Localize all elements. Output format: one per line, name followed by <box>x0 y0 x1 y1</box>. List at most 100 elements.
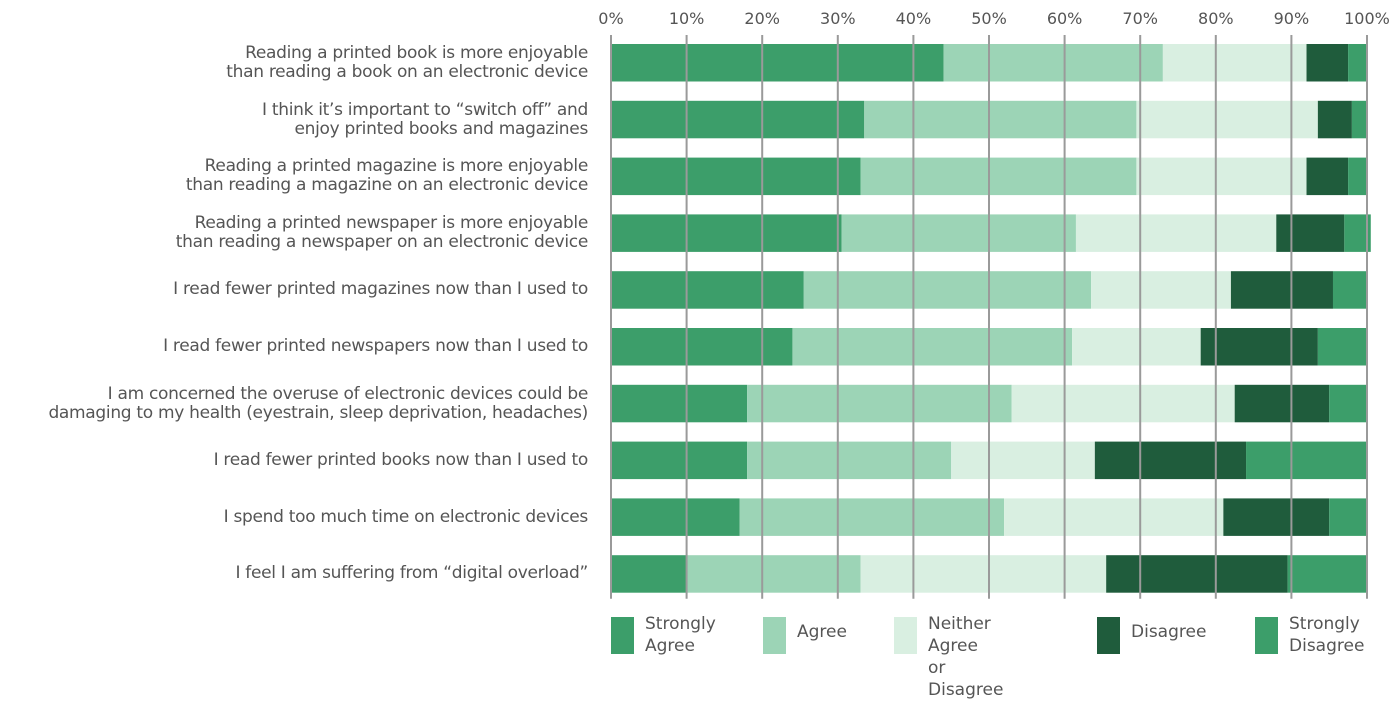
bar-segment-r7-s2 <box>951 441 1095 480</box>
x-tick-label: 0% <box>598 9 624 28</box>
legend-label-line: Agree <box>645 636 695 656</box>
bar-segment-r6-s4 <box>1329 384 1367 423</box>
legend-label: Strongly Disagree <box>1289 613 1364 657</box>
bar-segment-r2-s0 <box>611 157 861 196</box>
grid-layer <box>610 35 1368 599</box>
x-tick-label: 70% <box>1122 9 1158 28</box>
category-label: Reading a printed newspaper is more enjo… <box>0 213 589 253</box>
bars-layer <box>611 44 1371 593</box>
category-label: I read fewer printed books now than I us… <box>0 449 589 470</box>
bar-segment-r7-s0 <box>611 441 748 480</box>
bar-segment-r0-s3 <box>1306 44 1349 82</box>
bar-segment-r2-s4 <box>1348 157 1367 196</box>
legend-label: Neither Agree or Disagree <box>928 613 1003 701</box>
category-label: I feel I am suffering from “digital over… <box>0 564 588 583</box>
category-label-line: I read fewer printed magazines now than … <box>173 279 588 300</box>
x-tick-label: 20% <box>744 9 780 28</box>
bar-segment-r2-s1 <box>860 157 1137 196</box>
bar-segment-r4-s3 <box>1230 271 1333 309</box>
x-tick-label: 40% <box>895 9 932 28</box>
category-label-line: I read fewer printed newspapers now than… <box>163 336 588 357</box>
bar-segment-r2-s3 <box>1306 157 1349 196</box>
bar-segment-r0-s0 <box>611 44 944 82</box>
bar-segment-r5-s3 <box>1200 328 1318 366</box>
category-label: I read fewer printed magazines now than … <box>0 280 588 299</box>
bar-segment-r3-s0 <box>611 214 842 252</box>
bar-segment-r0-s1 <box>943 44 1163 82</box>
legend-swatch <box>1255 617 1278 654</box>
legend-swatch <box>763 617 786 654</box>
bar-segment-r9-s4 <box>1287 555 1367 593</box>
x-tick-label: 50% <box>971 9 1007 28</box>
x-tick-label: 60% <box>1046 9 1083 28</box>
legend-swatch <box>894 617 917 654</box>
category-label-line: Reading a printed magazine is more enjoy… <box>204 156 589 177</box>
legend-label-line: or Disagree <box>928 658 1004 700</box>
bar-segment-r3-s3 <box>1276 214 1345 252</box>
bar-segment-r7-s4 <box>1246 441 1367 480</box>
bar-segment-r8-s0 <box>611 498 740 536</box>
category-label-line: damaging to my health (eyestrain, sleep … <box>48 402 588 423</box>
bar-segment-r5-s4 <box>1317 328 1367 366</box>
category-label-line: than reading a book on an electronic dev… <box>226 61 588 82</box>
bar-segment-r9-s2 <box>860 555 1107 593</box>
bar-segment-r4-s4 <box>1332 271 1367 309</box>
bar-segment-r0-s2 <box>1162 44 1307 82</box>
category-label: I am concerned the overuse of electronic… <box>0 383 589 423</box>
category-label-line: than reading a newspaper on an electroni… <box>175 232 589 253</box>
bar-segment-r5-s2 <box>1072 328 1201 366</box>
x-tick-label: 90% <box>1273 9 1310 28</box>
bar-segment-r5-s1 <box>792 328 1073 366</box>
category-label-line: I think it’s important to “switch off” a… <box>262 99 588 120</box>
bar-segment-r9-s1 <box>686 555 861 593</box>
bar-segment-r2-s2 <box>1136 157 1307 196</box>
category-label-line: than reading a magazine on an electronic… <box>185 175 588 196</box>
category-label-line: enjoy printed books and magazines <box>294 118 588 139</box>
bar-segment-r0-s4 <box>1348 44 1367 82</box>
bar-segment-r6-s1 <box>747 384 1012 423</box>
bar-segment-r1-s1 <box>864 100 1137 139</box>
bar-segment-r1-s4 <box>1351 100 1367 139</box>
legend-label-line: Strongly <box>645 614 716 634</box>
bar-segment-r1-s3 <box>1317 100 1352 139</box>
bar-segment-r6-s2 <box>1011 384 1235 423</box>
legend-label: Strongly Agree <box>645 613 716 657</box>
stacked-bar-chart <box>610 35 1371 599</box>
bar-segment-r7-s3 <box>1094 441 1247 480</box>
category-label-line: I read fewer printed books now than I us… <box>213 449 589 470</box>
x-tick-label: 100% <box>1344 9 1390 28</box>
bar-segment-r4-s2 <box>1091 271 1231 309</box>
bar-segment-r9-s0 <box>611 555 687 593</box>
category-label-line: I feel I am suffering from “digital over… <box>235 563 588 584</box>
category-label: Reading a printed magazine is more enjoy… <box>0 157 588 195</box>
category-label: I think it’s important to “switch off” a… <box>0 99 588 139</box>
legend-label-line: Disagree <box>1289 636 1365 656</box>
bar-segment-r6-s3 <box>1234 384 1330 423</box>
category-label-line: I spend too much time on electronic devi… <box>223 506 589 527</box>
bar-segment-r4-s0 <box>611 271 804 309</box>
legend-label-line: Agree <box>797 622 847 642</box>
bar-segment-r8-s2 <box>1004 498 1224 536</box>
legend-label: Agree <box>797 621 847 643</box>
legend-swatch <box>1097 617 1120 654</box>
bar-segment-r9-s3 <box>1106 555 1288 593</box>
category-label-line: I am concerned the overuse of electronic… <box>107 383 589 404</box>
bar-segment-r3-s1 <box>841 214 1076 252</box>
category-label-line: Reading a printed newspaper is more enjo… <box>194 213 589 234</box>
legend-swatch <box>611 617 634 654</box>
bar-segment-r5-s0 <box>611 328 793 366</box>
bar-segment-r8-s1 <box>739 498 1005 536</box>
category-label: Reading a printed book is more enjoyable… <box>0 42 588 82</box>
bar-segment-r4-s1 <box>803 271 1092 309</box>
bar-segment-r8-s3 <box>1223 498 1330 536</box>
bar-segment-r3-s2 <box>1075 214 1277 252</box>
legend-label: Disagree <box>1131 621 1206 643</box>
x-tick-label: 80% <box>1198 9 1234 28</box>
category-label-line: Reading a printed book is more enjoyable <box>245 42 588 63</box>
x-tick-label: 10% <box>668 9 705 28</box>
bar-segment-r6-s0 <box>611 384 748 423</box>
bar-segment-r8-s4 <box>1329 498 1367 536</box>
bar-segment-r1-s2 <box>1136 100 1318 139</box>
legend-label-line: Disagree <box>1131 622 1207 642</box>
bar-segment-r7-s1 <box>747 441 952 480</box>
